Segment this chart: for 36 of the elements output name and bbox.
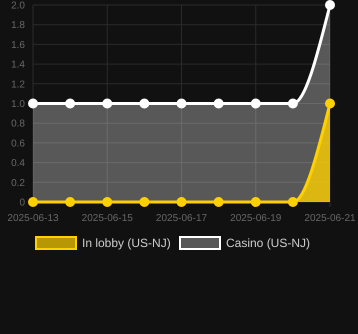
point xyxy=(176,98,186,108)
point xyxy=(250,98,261,108)
y-tick-label: 1.6 xyxy=(11,40,26,51)
y-tick-label: 1.8 xyxy=(11,20,26,32)
y-tick-label: 1.4 xyxy=(11,60,26,71)
point xyxy=(176,197,186,207)
x-tick-label: 2025-06-15 xyxy=(82,213,134,224)
point xyxy=(325,98,335,108)
point xyxy=(28,197,38,207)
y-tick-label: 0 xyxy=(19,198,26,208)
point xyxy=(250,197,261,207)
x-tick-label: 2025-06-19 xyxy=(230,213,282,224)
legend-label: In lobby (US-NJ) xyxy=(82,236,171,250)
y-tick-label: 1.0 xyxy=(11,99,26,110)
point xyxy=(65,98,76,108)
point xyxy=(139,98,150,108)
y-tick-label: 0.4 xyxy=(11,158,26,170)
y-tick-label: 0.6 xyxy=(11,138,26,150)
point xyxy=(288,98,298,108)
point xyxy=(102,197,112,207)
point xyxy=(325,0,335,10)
y-tick-label: 2.0 xyxy=(11,0,26,12)
x-tick-label: 2025-06-13 xyxy=(7,213,60,224)
point xyxy=(214,98,224,108)
y-tick-label: 0.2 xyxy=(11,178,26,189)
point xyxy=(288,197,298,207)
point xyxy=(102,98,112,108)
legend-label: Casino (US-NJ) xyxy=(226,236,310,250)
y-tick-label: 0.8 xyxy=(11,118,26,130)
point xyxy=(65,197,76,207)
x-tick-label: 2025-06-17 xyxy=(156,213,208,224)
point xyxy=(139,197,150,207)
point xyxy=(28,98,38,108)
x-tick-label: 2025-06-21 xyxy=(304,213,356,224)
point xyxy=(214,197,224,207)
y-tick-label: 1.2 xyxy=(11,79,26,90)
